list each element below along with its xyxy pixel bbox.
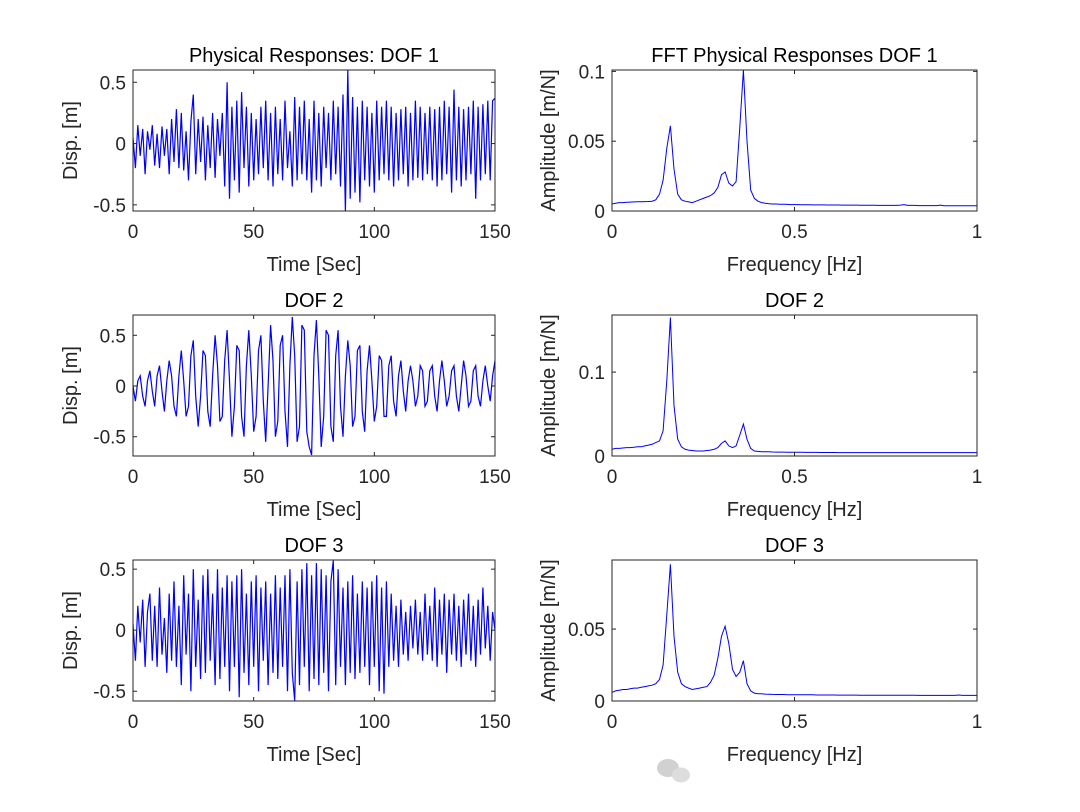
y-tick-label: 0.05 bbox=[568, 132, 605, 153]
y-tick-label: 0.1 bbox=[579, 62, 605, 83]
y-tick-label: 0 bbox=[594, 202, 605, 223]
y-axis-label: Amplitude [m/N] bbox=[538, 314, 560, 456]
y-tick-label: 0 bbox=[115, 621, 126, 642]
x-tick-label: 1 bbox=[972, 712, 983, 733]
watermark bbox=[657, 759, 690, 783]
series-line bbox=[612, 564, 977, 696]
series-line bbox=[133, 560, 495, 701]
x-tick-label: 50 bbox=[243, 467, 264, 488]
x-tick-label: 1 bbox=[972, 467, 983, 488]
subplot-title: DOF 3 bbox=[765, 535, 824, 557]
x-tick-label: 150 bbox=[479, 467, 511, 488]
subplot-2: 0 0.5 1 0 0.05 0.1 FFT Physical Responses DOF … bbox=[538, 45, 982, 276]
x-axis-label: Time [Sec] bbox=[267, 499, 362, 521]
x-tick-label: 50 bbox=[243, 222, 264, 243]
y-axis-label: Amplitude [m/N] bbox=[538, 69, 560, 211]
y-tick-label: -0.5 bbox=[93, 196, 126, 217]
y-axis-label: Disp. [m] bbox=[60, 346, 82, 425]
subplot-title: FFT Physical Responses DOF 1 bbox=[651, 45, 937, 67]
y-tick-label: 0 bbox=[115, 377, 126, 398]
subplot-title: DOF 3 bbox=[285, 535, 344, 557]
x-tick-label: 0 bbox=[128, 467, 139, 488]
series-line bbox=[133, 316, 495, 456]
y-tick-label: 0 bbox=[594, 447, 605, 468]
x-tick-label: 0 bbox=[128, 712, 139, 733]
y-tick-label: 0 bbox=[115, 135, 126, 156]
y-tick-label: 0.1 bbox=[579, 363, 605, 384]
wechat-icon bbox=[657, 759, 679, 777]
axes-box bbox=[132, 69, 496, 212]
x-tick-label: 0.5 bbox=[781, 222, 807, 243]
subplot-title: DOF 2 bbox=[765, 290, 824, 312]
y-tick-label: 0.5 bbox=[100, 560, 126, 581]
subplot-6: 0 0.5 1 0 0.05 DOF 3 Frequency [Hz] Amplitude [… bbox=[538, 535, 982, 766]
x-tick-label: 100 bbox=[358, 222, 390, 243]
x-tick-label: 1 bbox=[972, 222, 983, 243]
axes-box bbox=[611, 559, 978, 702]
x-tick-label: 0 bbox=[128, 222, 139, 243]
series-line bbox=[612, 317, 977, 454]
y-tick-label: -0.5 bbox=[93, 682, 126, 703]
y-axis-label: Disp. [m] bbox=[60, 101, 82, 180]
x-axis-label: Frequency [Hz] bbox=[727, 499, 863, 521]
x-tick-label: 50 bbox=[243, 712, 264, 733]
x-axis-label: Frequency [Hz] bbox=[727, 744, 863, 766]
axes-box bbox=[611, 69, 978, 212]
series-line bbox=[133, 70, 495, 211]
x-axis-label: Time [Sec] bbox=[267, 254, 362, 276]
y-tick-label: 0 bbox=[594, 692, 605, 713]
y-tick-label: -0.5 bbox=[93, 428, 126, 449]
x-tick-label: 0.5 bbox=[781, 712, 807, 733]
axes-box bbox=[132, 314, 496, 457]
series-line bbox=[612, 70, 977, 207]
y-axis-label: Amplitude [m/N] bbox=[538, 559, 560, 701]
y-axis-label: Disp. [m] bbox=[60, 591, 82, 670]
x-axis-label: Time [Sec] bbox=[267, 744, 362, 766]
x-tick-label: 0.5 bbox=[781, 467, 807, 488]
subplot-title: DOF 2 bbox=[285, 290, 344, 312]
x-tick-label: 0 bbox=[607, 467, 618, 488]
y-tick-label: 0.05 bbox=[568, 620, 605, 641]
subplot-4: 0 0.5 1 0 0.1 DOF 2 Frequency [Hz] Amplitude [m… bbox=[538, 290, 982, 521]
x-axis-label: Frequency [Hz] bbox=[727, 254, 863, 276]
y-tick-label: 0.5 bbox=[100, 326, 126, 347]
x-tick-label: 0 bbox=[607, 222, 618, 243]
wechat-icon-bubble bbox=[672, 767, 690, 783]
x-tick-label: 150 bbox=[479, 712, 511, 733]
subplot-title: Physical Responses: DOF 1 bbox=[189, 45, 439, 67]
x-tick-label: 100 bbox=[358, 467, 390, 488]
y-tick-label: 0.5 bbox=[100, 73, 126, 94]
x-tick-label: 150 bbox=[479, 222, 511, 243]
x-tick-label: 100 bbox=[358, 712, 390, 733]
x-tick-label: 0 bbox=[607, 712, 618, 733]
